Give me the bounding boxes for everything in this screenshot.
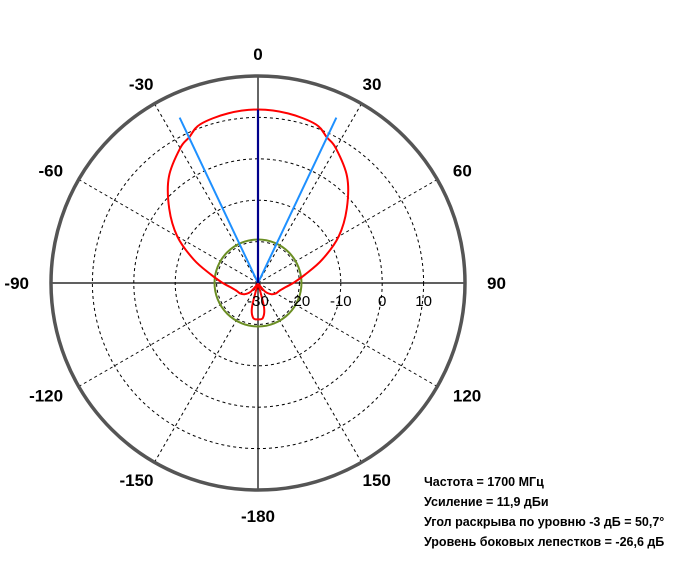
grid-spoke-150 <box>257 282 362 463</box>
grid-spoke-30 <box>257 103 362 284</box>
angle-tick-label: 30 <box>363 75 382 94</box>
grid-spoke-210 <box>154 282 259 463</box>
beamwidth-text: Угол раскрыва по уровню -3 дБ = 50,7° <box>424 515 665 529</box>
radial-tick-label: -20 <box>289 293 311 310</box>
grid-spoke-60 <box>257 179 438 284</box>
angle-tick-label: 0 <box>253 45 262 64</box>
grid-spoke-240 <box>78 282 259 387</box>
sidelobe-text: Уровень боковых лепестков = -26,6 дБ <box>424 535 665 549</box>
radial-tick-label: -30 <box>247 293 269 310</box>
angle-tick-label: -180 <box>241 507 275 526</box>
angle-tick-label: -90 <box>4 274 29 293</box>
frequency-text: Частота = 1700 МГц <box>424 475 544 489</box>
gain-text: Усиление = 11,9 дБи <box>424 495 549 509</box>
radial-tick-label: 10 <box>415 293 432 310</box>
beamwidth-line-1 <box>257 117 338 284</box>
angle-tick-label: 120 <box>453 387 481 406</box>
angle-tick-label: -30 <box>129 75 154 94</box>
angle-tick-label: -120 <box>29 387 63 406</box>
grid-spoke-300 <box>78 179 259 284</box>
beamwidth-line-0 <box>178 117 259 284</box>
radial-tick-label: -10 <box>330 293 352 310</box>
outer-circle <box>49 74 467 492</box>
angle-tick-label: -150 <box>119 471 153 490</box>
series-radiation-pattern <box>166 108 350 321</box>
series-layer <box>166 108 350 328</box>
angle-tick-label: 60 <box>453 162 472 181</box>
angle-tick-label: -60 <box>39 162 64 181</box>
radial-tick-label: 0 <box>378 293 386 310</box>
grid-spoke-120 <box>257 282 438 387</box>
grid-spoke-330 <box>154 103 259 284</box>
info-panel: Частота = 1700 МГц Усиление = 11,9 дБи У… <box>424 472 664 552</box>
angle-tick-label: 150 <box>363 471 391 490</box>
tick-labels: 0 30 60 90 120 150 -180 -150 -120 -90 -60 -30 -30 -20… <box>4 45 506 526</box>
angle-tick-label: 90 <box>487 274 506 293</box>
